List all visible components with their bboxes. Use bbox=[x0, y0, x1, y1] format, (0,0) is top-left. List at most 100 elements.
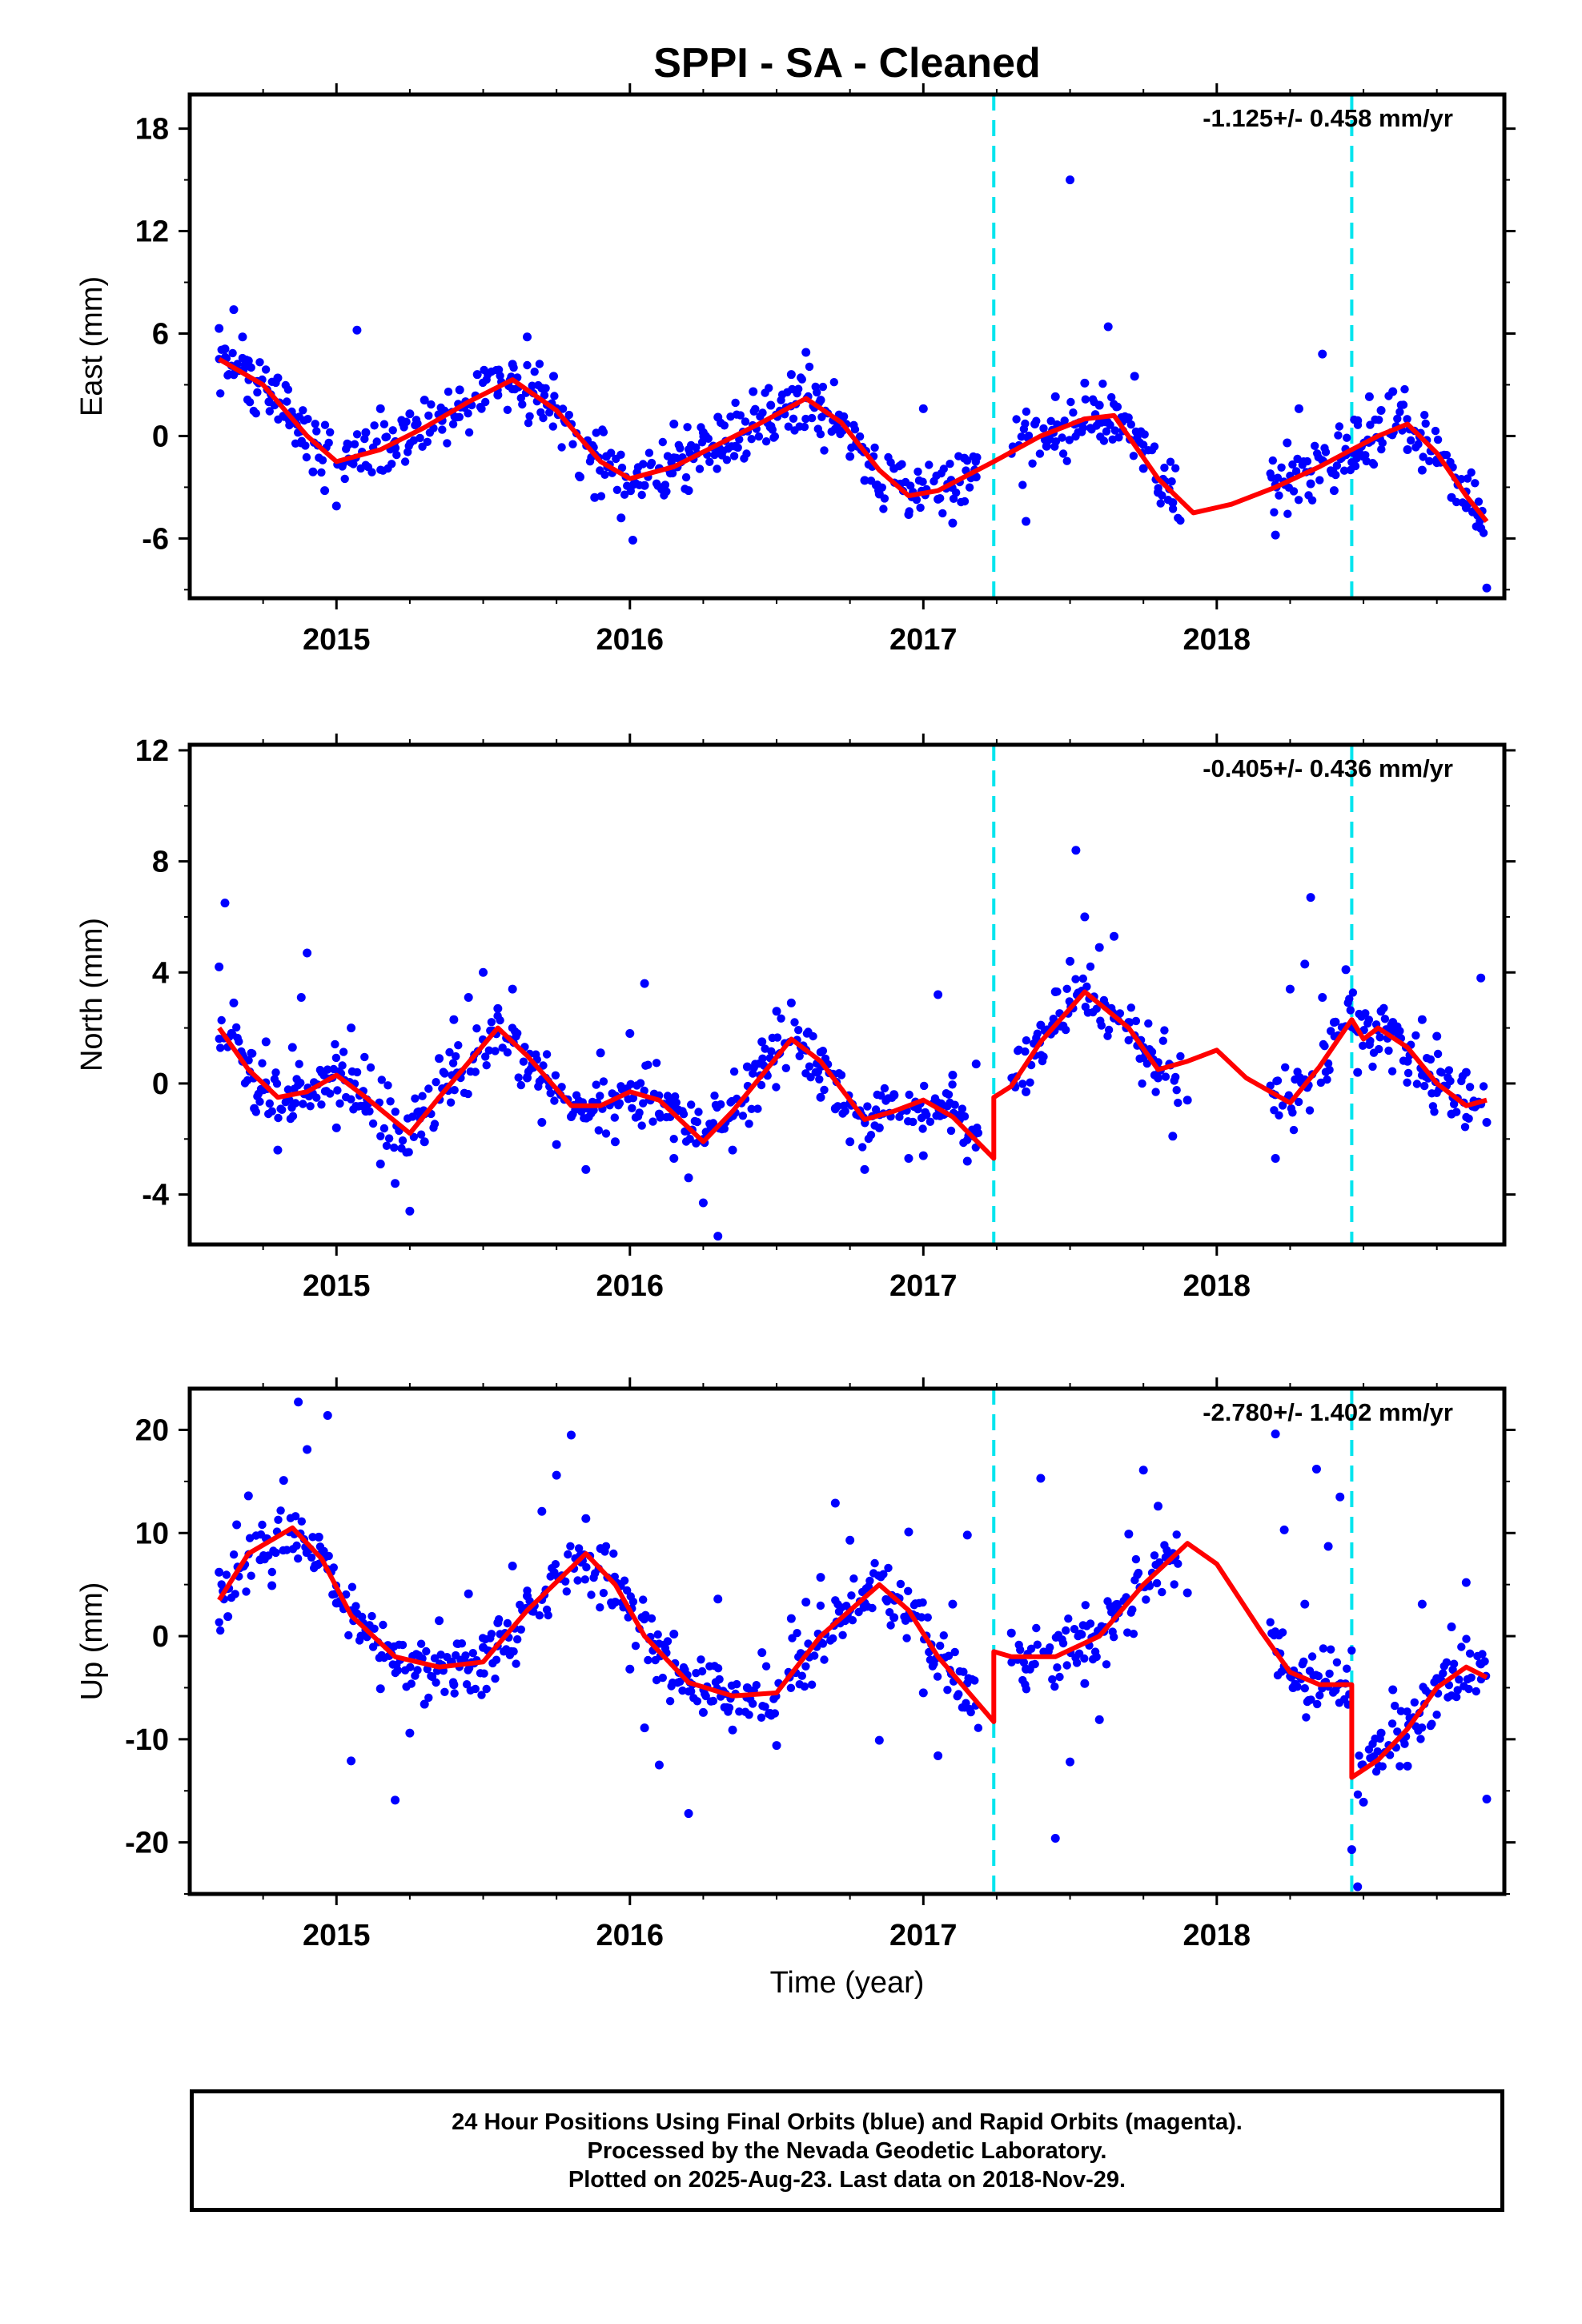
panel-north-data-point-515 bbox=[1126, 1003, 1136, 1012]
panel-up-data-point-32 bbox=[274, 1515, 283, 1525]
panel-up-sample-point-67 bbox=[1182, 1588, 1192, 1598]
panel-north-data-point-10 bbox=[235, 1037, 243, 1046]
panel-north-sample-point-57 bbox=[1036, 1020, 1046, 1030]
panel-north-data-point-446 bbox=[974, 1128, 983, 1138]
panel-up-sample-point-55 bbox=[1006, 1628, 1016, 1638]
panel-up-x-tick-label-1: 2016 bbox=[596, 1919, 665, 1952]
panel-east-sample-point-31 bbox=[601, 452, 611, 461]
panel-north-sample-point-11 bbox=[331, 1123, 341, 1132]
panel-north-sample-point-80 bbox=[1403, 1056, 1412, 1066]
panel-east-data-point-211 bbox=[600, 470, 609, 479]
panel-north-plot-area bbox=[215, 745, 1492, 1244]
panel-north-data-point-256 bbox=[652, 1059, 661, 1068]
panel-north-data-point-651 bbox=[1449, 1100, 1459, 1109]
panel-up-data-point-160 bbox=[482, 1684, 491, 1694]
panel-up-sample-point-40 bbox=[757, 1648, 767, 1658]
panel-up-sample-point-61 bbox=[1094, 1715, 1104, 1724]
panel-east-sample-point-57 bbox=[1022, 517, 1031, 526]
panel-east-data-point-121 bbox=[427, 400, 436, 409]
panel-east-data-point-545 bbox=[1288, 460, 1297, 469]
panel-up-data-point-210 bbox=[573, 1576, 582, 1585]
panel-up-sample-point-21 bbox=[479, 1642, 488, 1652]
panel-up-data-point-156 bbox=[477, 1691, 486, 1699]
panel-north-sample-point-1 bbox=[220, 899, 230, 908]
panel-up-data-point-648 bbox=[1453, 1686, 1462, 1695]
panel-up-data-point-247 bbox=[639, 1595, 648, 1604]
panel-east-data-point-264 bbox=[695, 464, 705, 473]
panel-north-data-point-220 bbox=[592, 1080, 600, 1089]
panel-east-data-point-503 bbox=[1126, 420, 1136, 429]
panel-up-data-point-623 bbox=[1410, 1698, 1419, 1707]
panel-east-data-point-415 bbox=[946, 460, 954, 468]
panel-east-data-point-570 bbox=[1334, 431, 1343, 440]
panel-east-data-point-460 bbox=[1058, 449, 1068, 458]
panel-east-data-point-179 bbox=[539, 413, 548, 423]
panel-east-sample-point-10 bbox=[308, 467, 318, 476]
panel-up-sample-point-34 bbox=[669, 1629, 679, 1638]
panel-north-sample-point-36 bbox=[698, 1198, 708, 1208]
panel-up-data-point-513 bbox=[1128, 1605, 1137, 1614]
panel-north-data-point-304 bbox=[729, 1067, 739, 1076]
panel-up-data-point-395 bbox=[896, 1579, 905, 1589]
panel-east: 18 12 6 0 -6 2015 2016 2017 2018 East (mm) -1.125+… bbox=[75, 83, 1516, 657]
panel-north-sample-point-28 bbox=[581, 1164, 591, 1174]
panel-up-data-point-464 bbox=[1050, 1682, 1059, 1691]
panel-east-data-point-100 bbox=[388, 426, 397, 435]
panel-up-data-point-1 bbox=[216, 1626, 225, 1635]
panel-north-data-point-531 bbox=[1151, 1088, 1160, 1096]
panel-east-data-point-310 bbox=[765, 384, 773, 392]
panel-east-data-point-131 bbox=[448, 420, 458, 428]
panel-east-data-point-582 bbox=[1351, 461, 1360, 471]
panel-up-frame bbox=[187, 1386, 1507, 1896]
panel-north-data-point-154 bbox=[472, 1024, 481, 1033]
panel-north-data-point-34 bbox=[271, 1068, 280, 1077]
panel-up-data-point-183 bbox=[516, 1625, 525, 1634]
panel-north-sample-point-45 bbox=[830, 1104, 840, 1113]
panel-north-data-point-542 bbox=[1172, 1086, 1181, 1095]
panel-north-data-point-92 bbox=[360, 1052, 369, 1062]
panel-east-sample-point-4 bbox=[243, 356, 253, 366]
panel-north-sample-point-30 bbox=[610, 1137, 620, 1147]
panel-up-data-point-389 bbox=[886, 1621, 895, 1630]
panel-up-sample-point-52 bbox=[934, 1751, 943, 1760]
panel-up-sample-point-22 bbox=[493, 1618, 503, 1627]
panel-north-sample-point-6 bbox=[273, 1145, 283, 1155]
panel-up-sample-point-38 bbox=[728, 1725, 737, 1735]
panel-north-sample-point-62 bbox=[1094, 943, 1104, 952]
panel-north-data-point-622 bbox=[1403, 1068, 1413, 1078]
panel-east-data-point-355 bbox=[829, 378, 839, 387]
panel-north-data-point-98 bbox=[368, 1119, 378, 1128]
panel-up-data-point-206 bbox=[564, 1550, 572, 1559]
panel-up-sample-point-42 bbox=[786, 1614, 796, 1623]
panel-north-data-point-106 bbox=[386, 1097, 395, 1106]
panel-north-sample-point-34 bbox=[669, 1154, 679, 1164]
panel-east-data-point-118 bbox=[423, 437, 432, 446]
panel-east-sample-point-30 bbox=[590, 493, 600, 502]
panel-north-data-point-541 bbox=[1171, 1072, 1180, 1082]
panel-north-data-point-163 bbox=[491, 1047, 500, 1055]
panel-up-data-point-261 bbox=[658, 1673, 667, 1683]
panel-east-data-point-610 bbox=[1393, 414, 1402, 424]
panel-north-data-point-610 bbox=[1384, 1046, 1393, 1055]
panel-north-data-point-367 bbox=[837, 1071, 846, 1080]
panel-up-data-point-627 bbox=[1416, 1735, 1425, 1743]
panel-east-data-point-334 bbox=[797, 375, 806, 384]
panel-north-data-point-281 bbox=[693, 1117, 702, 1127]
panel-up-data-point-572 bbox=[1315, 1691, 1324, 1700]
panel-up-data-point-42 bbox=[294, 1554, 303, 1563]
panel-up-data-point-363 bbox=[838, 1630, 847, 1640]
panel-up-data-point-588 bbox=[1343, 1664, 1351, 1673]
panels-group: 18 12 6 0 -6 2015 2016 2017 2018 East (mm) -1.125+… bbox=[75, 83, 1516, 1952]
panel-north-data-point-122 bbox=[416, 1130, 426, 1139]
panel-east-data-point-644 bbox=[1457, 475, 1466, 484]
panel-north-data-point-600 bbox=[1368, 1062, 1377, 1072]
panel-north-data-point-249 bbox=[640, 1086, 648, 1096]
panel-up-data-point-181 bbox=[513, 1634, 522, 1644]
panel-up-sample-point-53 bbox=[948, 1599, 958, 1609]
panel-east-points bbox=[215, 175, 1492, 593]
panel-north-data-point-127 bbox=[424, 1084, 433, 1093]
panel-up-data-point-320 bbox=[761, 1703, 769, 1711]
panel-east-sample-point-74 bbox=[1318, 349, 1327, 359]
panel-up-data-point-238 bbox=[623, 1586, 632, 1595]
panel-up-data-point-387 bbox=[884, 1563, 893, 1573]
